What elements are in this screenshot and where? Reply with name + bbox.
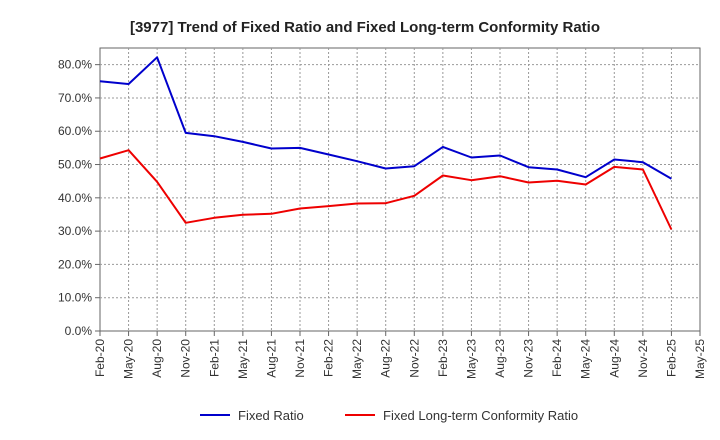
x-tick-label: Nov-23: [522, 339, 536, 378]
chart-title: [3977] Trend of Fixed Ratio and Fixed Lo…: [130, 19, 600, 36]
x-tick-label: Feb-20: [93, 339, 107, 377]
x-tick-label: Aug-24: [607, 339, 621, 378]
y-tick-label: 20.0%: [58, 257, 92, 271]
x-tick-label: Nov-21: [293, 339, 307, 378]
grid: [99, 47, 701, 332]
x-tick-label: Aug-20: [150, 339, 164, 378]
x-tick-label: Aug-21: [264, 339, 278, 378]
y-tick-label: 70.0%: [58, 91, 92, 105]
y-tick-label: 50.0%: [58, 158, 92, 172]
x-tick-label: Feb-25: [664, 339, 678, 377]
x-tick-label: May-20: [122, 339, 136, 379]
y-tick-label: 0.0%: [65, 324, 93, 338]
legend: Fixed Ratio Fixed Long-term Conformity Ra…: [200, 408, 578, 423]
x-tick-label: Nov-24: [636, 339, 650, 378]
y-tick-label: 60.0%: [58, 124, 92, 138]
x-tick-label: May-22: [350, 339, 364, 379]
x-tick-label: May-25: [693, 339, 707, 379]
x-tick-label: May-23: [464, 339, 478, 379]
x-tick-label: Feb-21: [207, 339, 221, 377]
x-tick-label: Feb-22: [322, 339, 336, 377]
y-tick-label: 10.0%: [58, 291, 92, 305]
x-tick-label: Nov-20: [179, 339, 193, 378]
legend-label-1: Fixed Ratio: [238, 408, 304, 423]
x-tick-label: Aug-22: [379, 339, 393, 378]
x-tick-label: May-24: [579, 339, 593, 379]
series: [99, 56, 673, 230]
legend-label-2: Fixed Long-term Conformity Ratio: [383, 408, 578, 423]
plot-area: [99, 47, 701, 332]
y-tick-label: 30.0%: [58, 224, 92, 238]
x-tick-label: May-21: [236, 339, 250, 379]
x-tick-label: Feb-23: [436, 339, 450, 377]
x-tick-label: Nov-22: [407, 339, 421, 378]
y-tick-label: 40.0%: [58, 191, 92, 205]
axes: 0.0% 10.0% 20.0% 30.0% 40.0% 50.0% 60.0% 70.0% 8…: [58, 58, 707, 379]
x-tick-label: Aug-23: [493, 339, 507, 378]
y-tick-label: 80.0%: [58, 58, 92, 72]
x-tick-label: Feb-24: [550, 339, 564, 377]
